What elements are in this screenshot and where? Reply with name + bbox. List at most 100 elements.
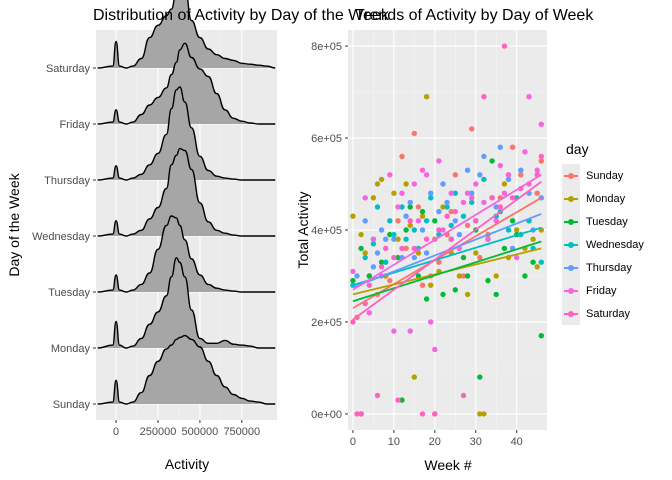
point-friday xyxy=(473,181,479,187)
point-thursday xyxy=(436,208,442,215)
point-saturday xyxy=(366,282,372,288)
point-sunday xyxy=(469,126,475,132)
point-monday xyxy=(358,231,364,238)
point-tuesday xyxy=(358,245,364,252)
ridge-fill-tuesday xyxy=(97,216,276,292)
point-tuesday xyxy=(522,273,528,279)
point-wednesday xyxy=(444,204,450,210)
point-sunday xyxy=(534,190,540,196)
point-friday xyxy=(387,172,393,178)
point-friday xyxy=(432,346,438,353)
point-monday xyxy=(378,176,385,183)
point-thursday xyxy=(407,199,413,206)
ridgeline-title: Distribution of Activity by Day of the W… xyxy=(93,7,390,24)
legend-item-sunday: Sunday xyxy=(562,164,672,187)
point-tuesday xyxy=(440,291,446,298)
point-monday xyxy=(514,227,520,233)
point-monday xyxy=(362,250,368,256)
point-friday xyxy=(350,268,356,275)
ridgeline-y-tick-label-thursday: Thursday xyxy=(44,175,90,187)
legend-label-friday: Friday xyxy=(586,284,617,297)
point-saturday xyxy=(432,411,438,417)
point-monday xyxy=(501,181,508,187)
ridgeline-x-tick-label: 250000 xyxy=(140,426,177,438)
point-friday xyxy=(399,190,405,196)
point-wednesday xyxy=(469,199,475,206)
point-tuesday xyxy=(432,218,438,224)
point-saturday xyxy=(395,397,401,403)
ridgeline-y-tick-labels: Sunday Monday Tuesday Wednesday Thursday Frid… xyxy=(32,63,96,411)
point-monday xyxy=(456,273,463,279)
point-friday xyxy=(501,190,508,196)
ridgeline-y-tick-label-tuesday: Tuesday xyxy=(48,287,90,299)
scatter-trend-lines xyxy=(352,174,542,321)
point-wednesday xyxy=(362,254,368,261)
point-tuesday xyxy=(509,218,516,224)
point-friday xyxy=(370,236,377,242)
point-saturday xyxy=(473,218,479,224)
point-monday xyxy=(374,181,381,187)
point-wednesday xyxy=(387,218,393,224)
point-wednesday xyxy=(538,259,544,265)
point-sunday xyxy=(460,273,467,279)
ridge-line-saturday xyxy=(97,0,276,69)
legend-key-wednesday xyxy=(562,233,580,256)
point-wednesday xyxy=(505,227,512,233)
point-wednesday xyxy=(452,190,458,196)
point-thursday xyxy=(383,236,389,242)
legend-label-saturday: Saturday xyxy=(586,307,631,320)
point-tuesday xyxy=(501,245,508,252)
ridge-fill-sunday xyxy=(97,335,276,404)
point-tuesday xyxy=(493,291,499,298)
scatter-y-tick-label: 2e+05 xyxy=(311,317,342,329)
legend-key-thursday xyxy=(562,256,580,279)
point-tuesday xyxy=(395,254,401,261)
point-saturday xyxy=(383,245,389,252)
point-monday xyxy=(473,250,479,256)
ridge-line-thursday xyxy=(97,86,276,181)
point-saturday xyxy=(509,195,516,201)
point-tuesday xyxy=(485,277,491,284)
point-wednesday xyxy=(423,218,430,224)
point-sunday xyxy=(452,172,458,178)
point-sunday xyxy=(477,254,483,261)
point-friday xyxy=(366,310,372,316)
point-wednesday xyxy=(399,204,405,210)
scatter-x-tick-label: 30 xyxy=(470,436,482,448)
point-thursday xyxy=(452,218,458,224)
point-friday xyxy=(428,319,434,325)
legend-key-tuesday xyxy=(562,210,580,233)
point-sunday xyxy=(395,218,401,224)
point-thursday xyxy=(391,236,397,242)
point-saturday xyxy=(436,227,442,233)
point-sunday xyxy=(538,158,544,164)
point-monday xyxy=(403,181,409,187)
point-tuesday xyxy=(460,254,467,261)
point-monday xyxy=(530,236,536,242)
point-tuesday xyxy=(350,277,356,284)
point-thursday xyxy=(469,190,475,196)
point-wednesday xyxy=(428,195,434,201)
point-thursday xyxy=(497,144,503,150)
point-sunday xyxy=(464,222,471,229)
point-tuesday xyxy=(399,397,405,403)
ridge-line-monday xyxy=(97,257,276,349)
legend-label-tuesday: Tuesday xyxy=(586,215,628,228)
ridgeline-x-tick-label: 0 xyxy=(113,426,119,438)
point-thursday xyxy=(362,218,368,224)
point-thursday xyxy=(403,213,409,219)
point-saturday xyxy=(481,94,487,100)
point-monday xyxy=(464,291,471,298)
ridgeline-density-curves xyxy=(97,0,276,405)
scatter-x-tick-label: 20 xyxy=(429,436,441,448)
point-saturday xyxy=(538,153,544,160)
point-saturday xyxy=(444,213,450,219)
point-tuesday xyxy=(530,259,536,265)
ridge-line-tuesday xyxy=(97,215,276,293)
point-tuesday xyxy=(452,287,458,293)
point-sunday xyxy=(448,208,454,215)
point-thursday xyxy=(423,250,430,256)
point-thursday xyxy=(518,167,524,173)
point-sunday xyxy=(399,153,405,160)
point-saturday xyxy=(423,236,430,242)
